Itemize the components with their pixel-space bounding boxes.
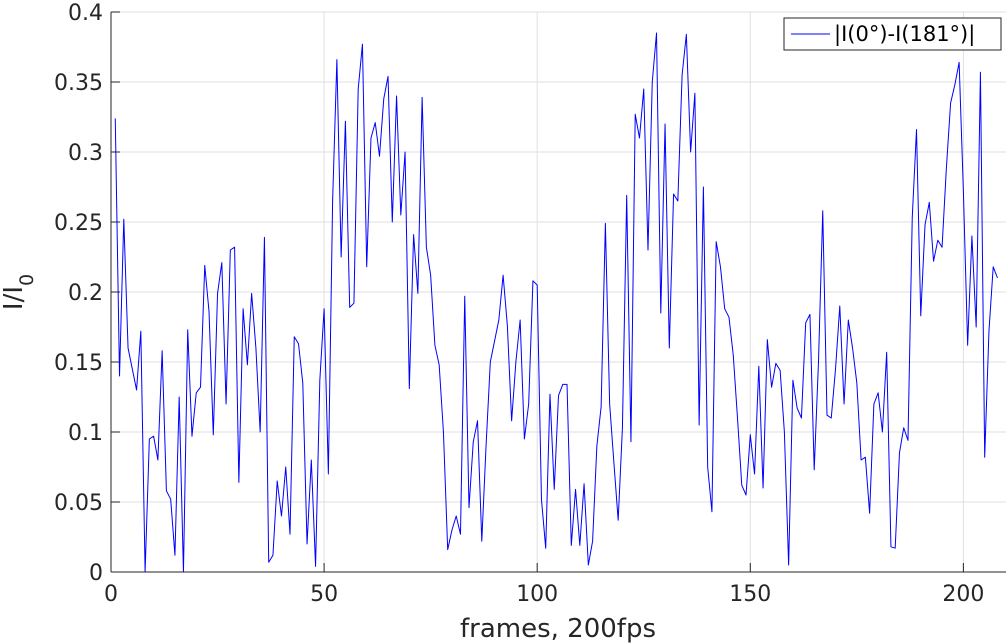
y-tick-label: 0.15 (54, 351, 103, 376)
series-line-0 (114, 32, 998, 573)
x-tick-label: 0 (104, 582, 118, 607)
x-axis-title: frames, 200fps (460, 614, 656, 643)
x-tick-label: 50 (310, 582, 338, 607)
y-tick-label: 0.35 (54, 71, 103, 96)
y-tick-label: 0 (89, 561, 103, 586)
y-axis-title-subscript: 0 (16, 274, 38, 286)
y-tick-label: 0.4 (68, 1, 103, 26)
y-tick-label: 0.2 (68, 281, 103, 306)
y-tick-label: 0.05 (54, 491, 103, 516)
x-tick-label: 150 (729, 582, 771, 607)
legend-entry-label: |I(0°)-I(181°)| (834, 22, 975, 47)
series-layer (114, 32, 998, 573)
y-axis-title: I/I0 (0, 274, 38, 310)
y-tick-label: 0.25 (54, 211, 103, 236)
x-tick-label: 200 (942, 582, 984, 607)
x-axis-ticks: 0 50 100 150 200 (104, 563, 984, 607)
y-tick-label: 0.1 (68, 421, 103, 446)
y-axis-ticks: 0 0.05 0.1 0.15 0.2 0.25 0.3 0.35 0.4 (54, 1, 120, 586)
x-tick-label: 100 (516, 582, 558, 607)
y-tick-label: 0.3 (68, 141, 103, 166)
legend: |I(0°)-I(181°)| (783, 17, 1002, 51)
y-axis-title-main: I/I (0, 286, 29, 310)
